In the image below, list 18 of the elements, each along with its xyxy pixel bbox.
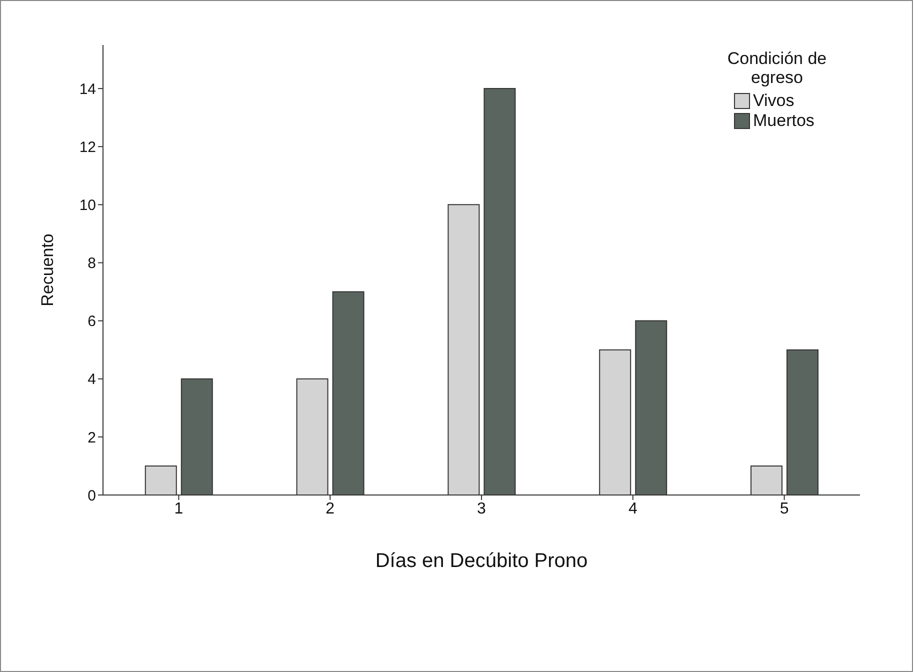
y-axis-title: Recuento: [38, 234, 58, 306]
y-tick-label: 10: [79, 197, 96, 214]
y-tick-label: 14: [79, 80, 96, 98]
legend-label: Vivos: [753, 91, 794, 111]
x-tick-label: 2: [326, 500, 335, 518]
y-tick-label: 0: [88, 487, 96, 504]
x-tick-label: 4: [628, 500, 638, 518]
legend-title: Condición de egreso: [726, 49, 828, 87]
y-tick-label: 8: [88, 255, 96, 272]
x-tick-label: 5: [780, 500, 789, 518]
y-tick-label: 2: [88, 429, 96, 446]
x-tick-label: 3: [477, 500, 486, 518]
legend-label: Muertos: [753, 111, 814, 131]
x-tick-label: 1: [174, 500, 184, 518]
x-axis-title: Días en Decúbito Prono: [375, 550, 588, 572]
y-tick-label: 6: [88, 313, 96, 330]
y-tick-label: 4: [88, 371, 96, 388]
y-tick-label: 12: [79, 138, 96, 156]
